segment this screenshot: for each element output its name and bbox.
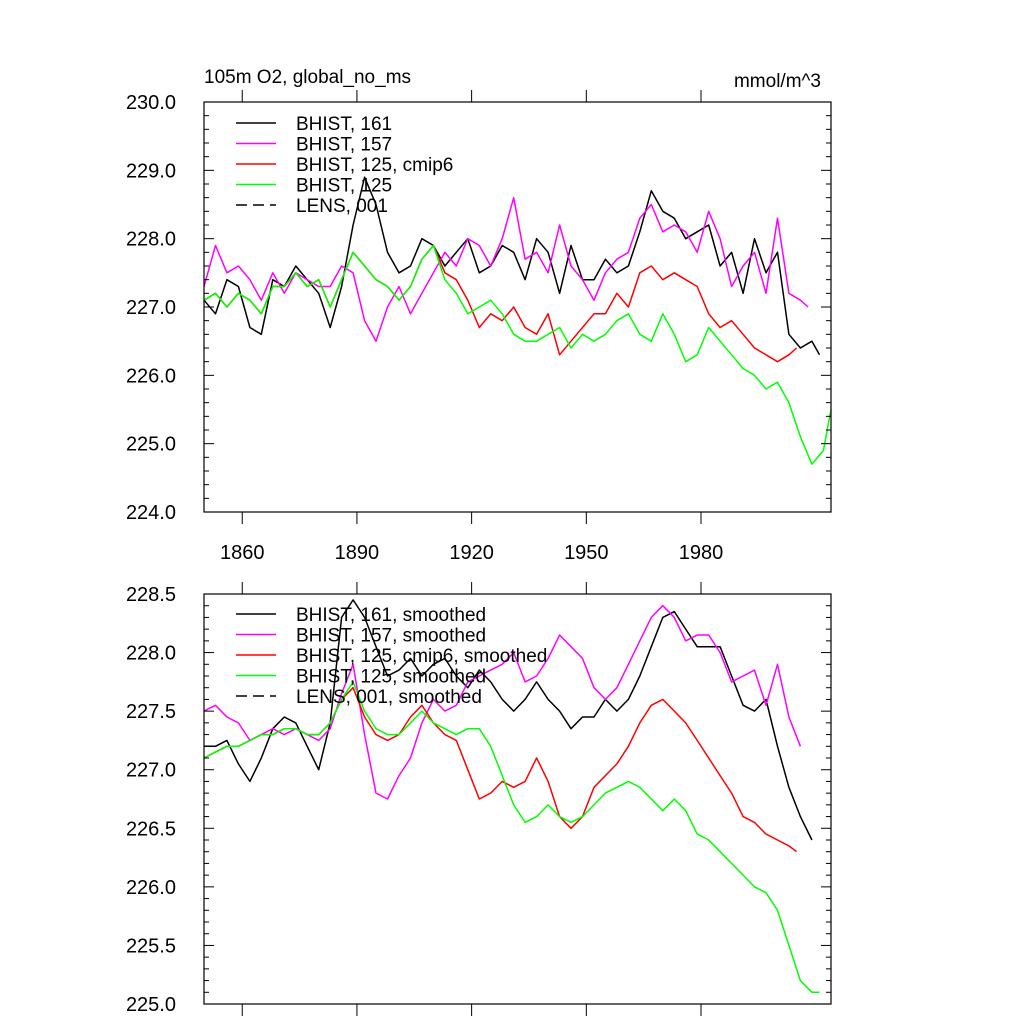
y-tick-label: 226.0: [126, 365, 176, 387]
legend-label-2: BHIST, 157: [296, 135, 392, 156]
x-tick-label: 1860: [220, 542, 265, 564]
legend-label-3: BHIST, 125, cmip6: [296, 155, 453, 176]
series-line-1: [204, 599, 813, 841]
x-tick-label: 1890: [335, 542, 380, 564]
y-tick-label: 227.0: [126, 297, 176, 319]
y-tick-label: 229.0: [126, 160, 176, 182]
series-line-2: [203, 604, 802, 800]
legend-label-5: LENS, 001, smoothed: [296, 687, 482, 708]
plot-frame: [203, 593, 832, 1005]
series-line-2: [203, 196, 809, 342]
y-tick-label: 227.5: [126, 701, 176, 723]
legend-label-4: BHIST, 125: [296, 176, 392, 197]
legend-label-3: BHIST, 125, cmip6, smoothed: [296, 646, 547, 667]
y-tick-label: 225.5: [126, 935, 176, 957]
chart-units-label: mmol/m^3: [734, 71, 821, 92]
bottom-panel: 225.0 225.5 226.0 226.5 227.0 227.5 228.0 228.5…: [126, 582, 832, 1016]
y-tick-label: 228.5: [126, 584, 176, 606]
y-tick-label: 230.0: [126, 92, 176, 114]
y-tick-label: 227.0: [126, 760, 176, 782]
legend-label-5: LENS, 001: [296, 196, 388, 217]
y-tick-label: 228.0: [126, 643, 176, 665]
series-line-4: [203, 244, 832, 465]
chart-title-left: 105m O2, global_no_ms: [204, 67, 411, 88]
legend-label-1: BHIST, 161: [296, 114, 392, 135]
legend-label-4: BHIST, 125, smoothed: [296, 667, 486, 688]
y-tick-label: 228.0: [126, 229, 176, 251]
y-tick-label: 225.0: [126, 434, 176, 456]
series-line-4: [203, 681, 820, 994]
y-tick-label: 226.5: [126, 818, 176, 840]
legend-label-2: BHIST, 157, smoothed: [296, 626, 486, 647]
y-tick-label: 226.0: [126, 877, 176, 899]
x-tick-label: 1920: [449, 542, 494, 564]
top-panel: 224.0 225.0 226.0 227.0 228.0 229.0 230.0 1860 1…: [126, 90, 832, 564]
legend-label-1: BHIST, 161, smoothed: [296, 605, 486, 626]
y-tick-label: 224.0: [126, 502, 176, 524]
x-tick-label: 1950: [564, 542, 609, 564]
x-tick-label: 1980: [679, 542, 724, 564]
y-tick-label: 225.0: [126, 994, 176, 1016]
series-line-3: [203, 244, 798, 363]
